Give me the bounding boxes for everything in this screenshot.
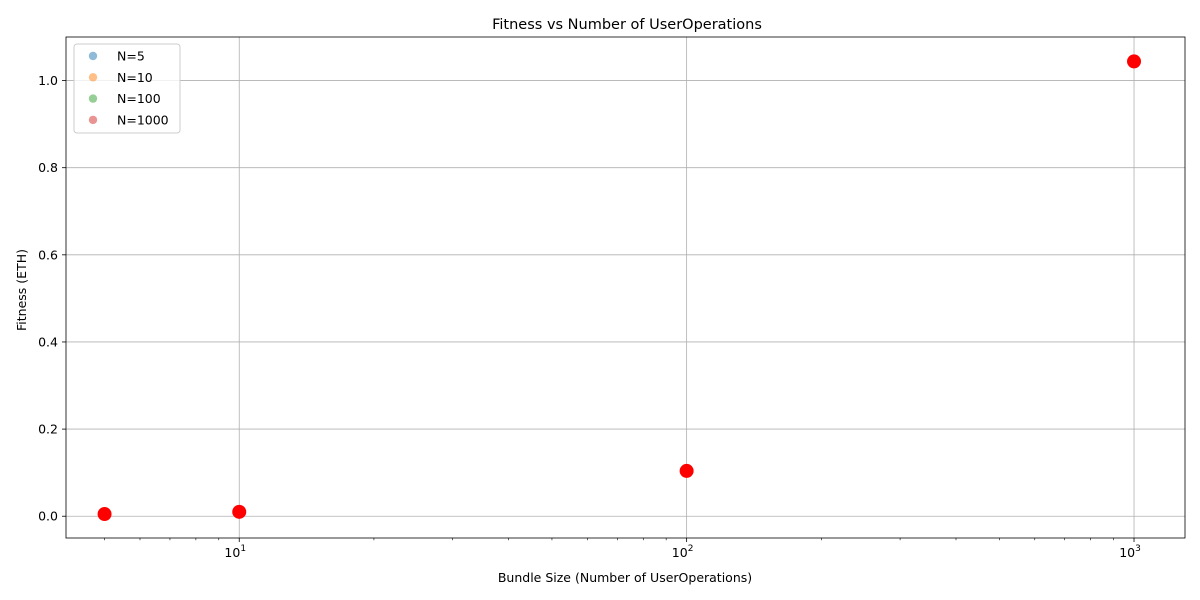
highlight-point	[232, 504, 247, 519]
x-axis-label: Bundle Size (Number of UserOperations)	[498, 570, 752, 585]
highlight-point	[679, 463, 694, 478]
x-axis-ticks: 101 102 103	[104, 538, 1141, 560]
legend: N=5 N=10 N=100 N=1000	[73, 43, 181, 134]
legend-label: N=10	[117, 70, 153, 85]
grid	[66, 37, 1185, 538]
y-tick-label: 0.0	[38, 509, 58, 524]
legend-marker	[88, 115, 98, 125]
x-tick-label: 103	[1119, 544, 1141, 560]
y-tick-label: 0.6	[38, 247, 58, 262]
legend-marker	[88, 73, 98, 82]
y-tick-label: 0.2	[38, 422, 58, 437]
legend-label: N=5	[117, 49, 145, 64]
legend-marker	[88, 94, 98, 103]
chart-title: Fitness vs Number of UserOperations	[492, 17, 762, 33]
legend-label: N=100	[117, 91, 161, 106]
x-tick-label: 102	[672, 544, 694, 560]
y-axis-label: Fitness (ETH)	[14, 249, 29, 331]
y-tick-label: 0.4	[38, 334, 58, 349]
data-points	[97, 54, 1142, 522]
x-tick-label: 101	[224, 544, 246, 560]
highlight-point	[1127, 54, 1142, 69]
y-axis-ticks: 0.0 0.2 0.4 0.6 0.8 1.0	[38, 73, 66, 524]
legend-box	[73, 43, 181, 134]
y-tick-label: 1.0	[38, 73, 58, 88]
plot-area-frame	[65, 36, 1186, 539]
legend-label: N=1000	[117, 112, 169, 127]
y-tick-label: 0.8	[38, 160, 58, 175]
highlight-point	[97, 507, 112, 522]
legend-marker	[88, 51, 98, 61]
